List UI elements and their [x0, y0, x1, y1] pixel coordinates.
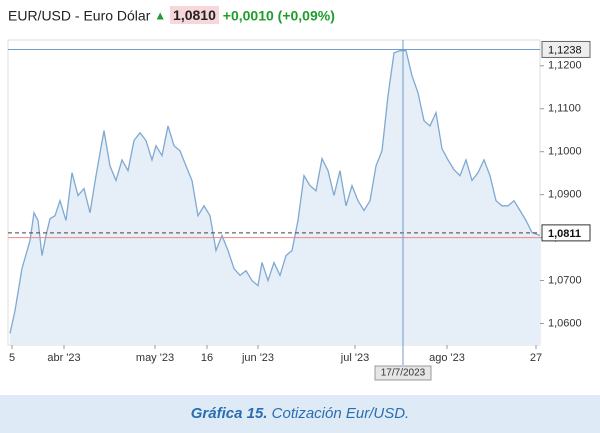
y-tick-label: 1,1100	[548, 103, 581, 115]
crosshair-x-box	[374, 365, 432, 381]
x-tick-label: abr '23	[47, 352, 80, 364]
up-arrow: ▲	[154, 8, 167, 23]
area-fill	[10, 50, 540, 345]
last-price-box	[541, 224, 591, 242]
crosshair-x-label: 17/7/2023	[381, 368, 426, 379]
crosshair-y-box	[541, 40, 591, 58]
caption-label: Gráfica 15.	[190, 405, 268, 422]
x-tick-label: jul '23	[340, 352, 369, 364]
caption-text: Cotización Eur/USD.	[271, 405, 410, 422]
last-price-label: 1,0811	[548, 228, 581, 240]
y-tick-label: 1,0600	[548, 317, 582, 329]
x-tick-label: 5	[9, 352, 15, 364]
x-tick-label: 27	[530, 352, 542, 364]
line	[9, 50, 541, 334]
y-tick-label: 1,0700	[548, 274, 582, 286]
price: 1,0810	[170, 6, 219, 25]
x-tick-label: 16	[201, 352, 213, 364]
y-tick-label: 1,1000	[548, 146, 582, 158]
change: +0,0010	[222, 7, 274, 24]
x-tick-label: may '23	[136, 352, 174, 364]
caption: Gráfica 15. Cotización Eur/USD.	[0, 395, 600, 433]
crosshair-y-label: 1,1238	[548, 44, 582, 56]
y-tick-label: 1,1200	[548, 60, 582, 72]
title: EUR/USD - Euro Dólar	[8, 7, 151, 24]
chart: Investing.com1,06001,07001,08001,09001,1…	[7, 39, 591, 381]
y-tick-label: 1,0900	[548, 189, 582, 201]
x-tick-label: ago '23	[429, 352, 465, 364]
change-pct: (+0,09%)	[277, 7, 335, 24]
header: EUR/USD - Euro Dólar ▲ 1,0810 +0,0010 (+…	[8, 6, 335, 25]
x-tick-label: jun '23	[241, 352, 274, 364]
